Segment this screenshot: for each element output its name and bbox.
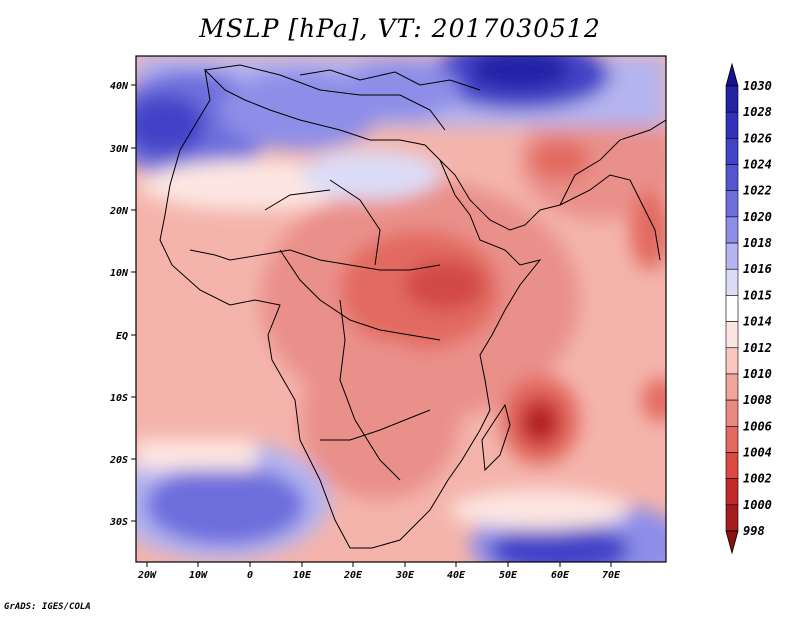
colorbar-bin <box>725 452 739 479</box>
colorbar-label: 1012 <box>743 341 772 355</box>
colorbar-label: 1030 <box>743 79 772 93</box>
x-tick-label: 10E <box>293 570 312 581</box>
x-tick-label: 10W <box>189 570 208 581</box>
colorbar-top-arrow <box>725 62 739 87</box>
x-tick-label: 0 <box>247 570 253 581</box>
colorbar-label: 1010 <box>743 367 772 381</box>
colorbar-bin <box>725 111 739 139</box>
colorbar-bin <box>725 216 739 244</box>
x-axis: 20W 10W 0 10E 20E 30E 40E 50E 60E 70E <box>137 562 621 581</box>
colorbar-label: 1006 <box>743 419 772 433</box>
y-tick-label: EQ <box>116 331 128 342</box>
colorbar-label: 1000 <box>743 498 772 512</box>
colorbar-label: 998 <box>743 524 765 538</box>
coastlines <box>159 64 666 549</box>
colorbar: 1030 1028 1026 1024 1022 1020 1018 1016 1015 1014… <box>725 62 772 555</box>
colorbar-label: 1024 <box>743 158 772 172</box>
colorbar-label: 1026 <box>743 131 772 145</box>
colorbar-label: 1028 <box>743 105 772 119</box>
colorbar-label: 1008 <box>743 393 772 407</box>
x-tick-label: 30E <box>395 570 415 581</box>
x-tick-label: 50E <box>499 570 518 581</box>
colorbar-bin <box>725 347 739 375</box>
colorbar-bin <box>725 190 739 218</box>
y-tick-label: 40N <box>110 81 129 92</box>
y-tick-label: 10S <box>110 393 128 404</box>
colorbar-label: 1022 <box>743 184 772 198</box>
colorbar-label: 1002 <box>743 472 772 486</box>
colorbar-bin <box>725 478 739 506</box>
x-tick-label: 70E <box>602 570 621 581</box>
footer-credit: GrADS: IGES/COLA <box>4 602 91 612</box>
colorbar-label: 1014 <box>743 315 772 329</box>
colorbar-label: 1016 <box>743 262 772 276</box>
colorbar-bin <box>725 504 739 532</box>
colorbar-label: 1015 <box>743 288 772 302</box>
colorbar-bin <box>725 425 739 453</box>
y-tick-label: 20N <box>109 206 129 217</box>
colorbar-bin <box>725 373 739 401</box>
map-title: MSLP [hPa], VT: 2017030512 <box>199 14 601 43</box>
y-tick-label: 20S <box>109 455 128 466</box>
x-tick-label: 20E <box>343 570 363 581</box>
y-tick-label: 30N <box>109 144 129 155</box>
colorbar-bin <box>725 321 739 349</box>
colorbar-bin <box>725 268 739 296</box>
y-tick-label: 10N <box>110 268 129 279</box>
plot-frame <box>135 55 667 563</box>
colorbar-label: 1018 <box>743 236 772 250</box>
colorbar-bin <box>725 164 739 192</box>
x-tick-label: 60E <box>551 570 570 581</box>
colorbar-bin <box>725 295 739 322</box>
y-tick-label: 30S <box>109 517 128 528</box>
colorbar-label: 1020 <box>743 210 772 224</box>
colorbar-bin <box>725 242 739 270</box>
y-axis: 40N 30N 20N 10N EQ 10S 20S 30S <box>109 81 136 528</box>
colorbar-bin <box>725 85 739 113</box>
colorbar-label: 1004 <box>743 445 772 459</box>
x-tick-label: 40E <box>447 570 466 581</box>
x-tick-label: 20W <box>137 570 157 581</box>
colorbar-bottom-arrow <box>725 530 739 555</box>
colorbar-bin <box>725 138 739 165</box>
colorbar-bin <box>725 399 739 427</box>
